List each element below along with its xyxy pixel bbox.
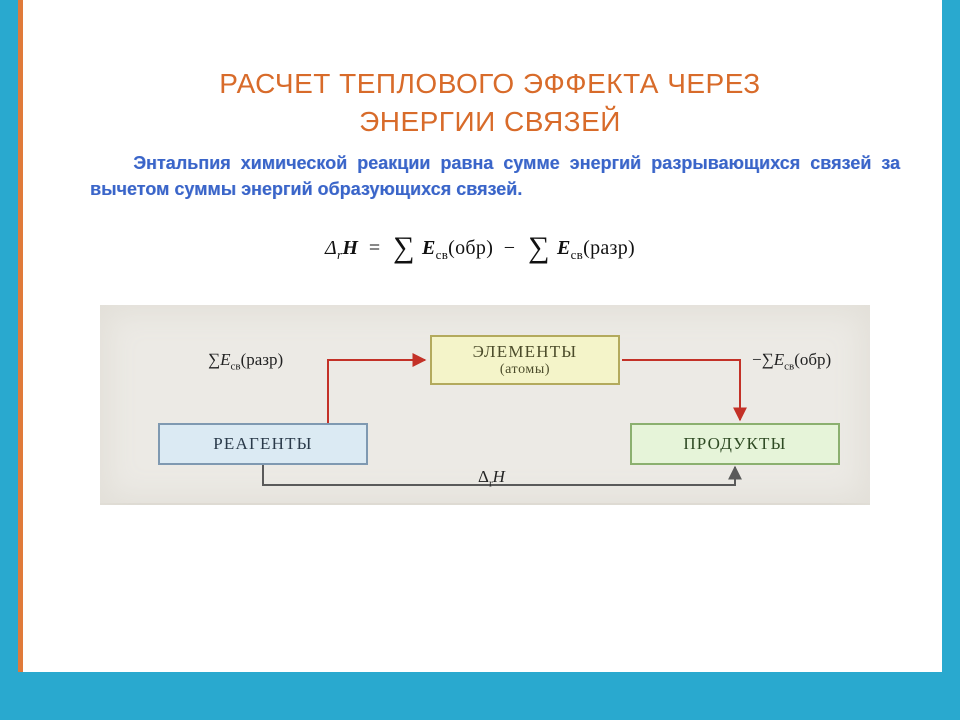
frame-right (942, 0, 960, 720)
edge-label-bottom: ΔrH (478, 467, 505, 489)
frame-left (0, 0, 18, 720)
node-elements: ЭЛЕМЕНТЫ (атомы) (430, 335, 620, 385)
accent-stripe (18, 0, 23, 672)
edge-label-left: ∑Eсв(разр) (208, 350, 283, 372)
title-line-2: ЭНЕРГИИ СВЯЗЕЙ (80, 103, 900, 141)
body-paragraph: Энтальпия химической реакции равна сумме… (90, 150, 900, 202)
slide-title: РАСЧЕТ ТЕПЛОВОГО ЭФФЕКТА ЧЕРЕЗ ЭНЕРГИИ С… (80, 65, 900, 141)
slide: РАСЧЕТ ТЕПЛОВОГО ЭФФЕКТА ЧЕРЕЗ ЭНЕРГИИ С… (0, 0, 960, 720)
node-products: ПРОДУКТЫ (630, 423, 840, 465)
title-line-1: РАСЧЕТ ТЕПЛОВОГО ЭФФЕКТА ЧЕРЕЗ (80, 65, 900, 103)
equation: ΔrH = ∑ Eсв(обр) − ∑ Eсв(разр) (0, 228, 960, 263)
edge-label-right: −∑Eсв(обр) (752, 350, 831, 372)
node-reagents: РЕАГЕНТЫ (158, 423, 368, 465)
diagram-scan: РЕАГЕНТЫ ЭЛЕМЕНТЫ (атомы) ПРОДУКТЫ ∑Eсв(… (100, 305, 870, 505)
frame-bottom (0, 672, 960, 720)
